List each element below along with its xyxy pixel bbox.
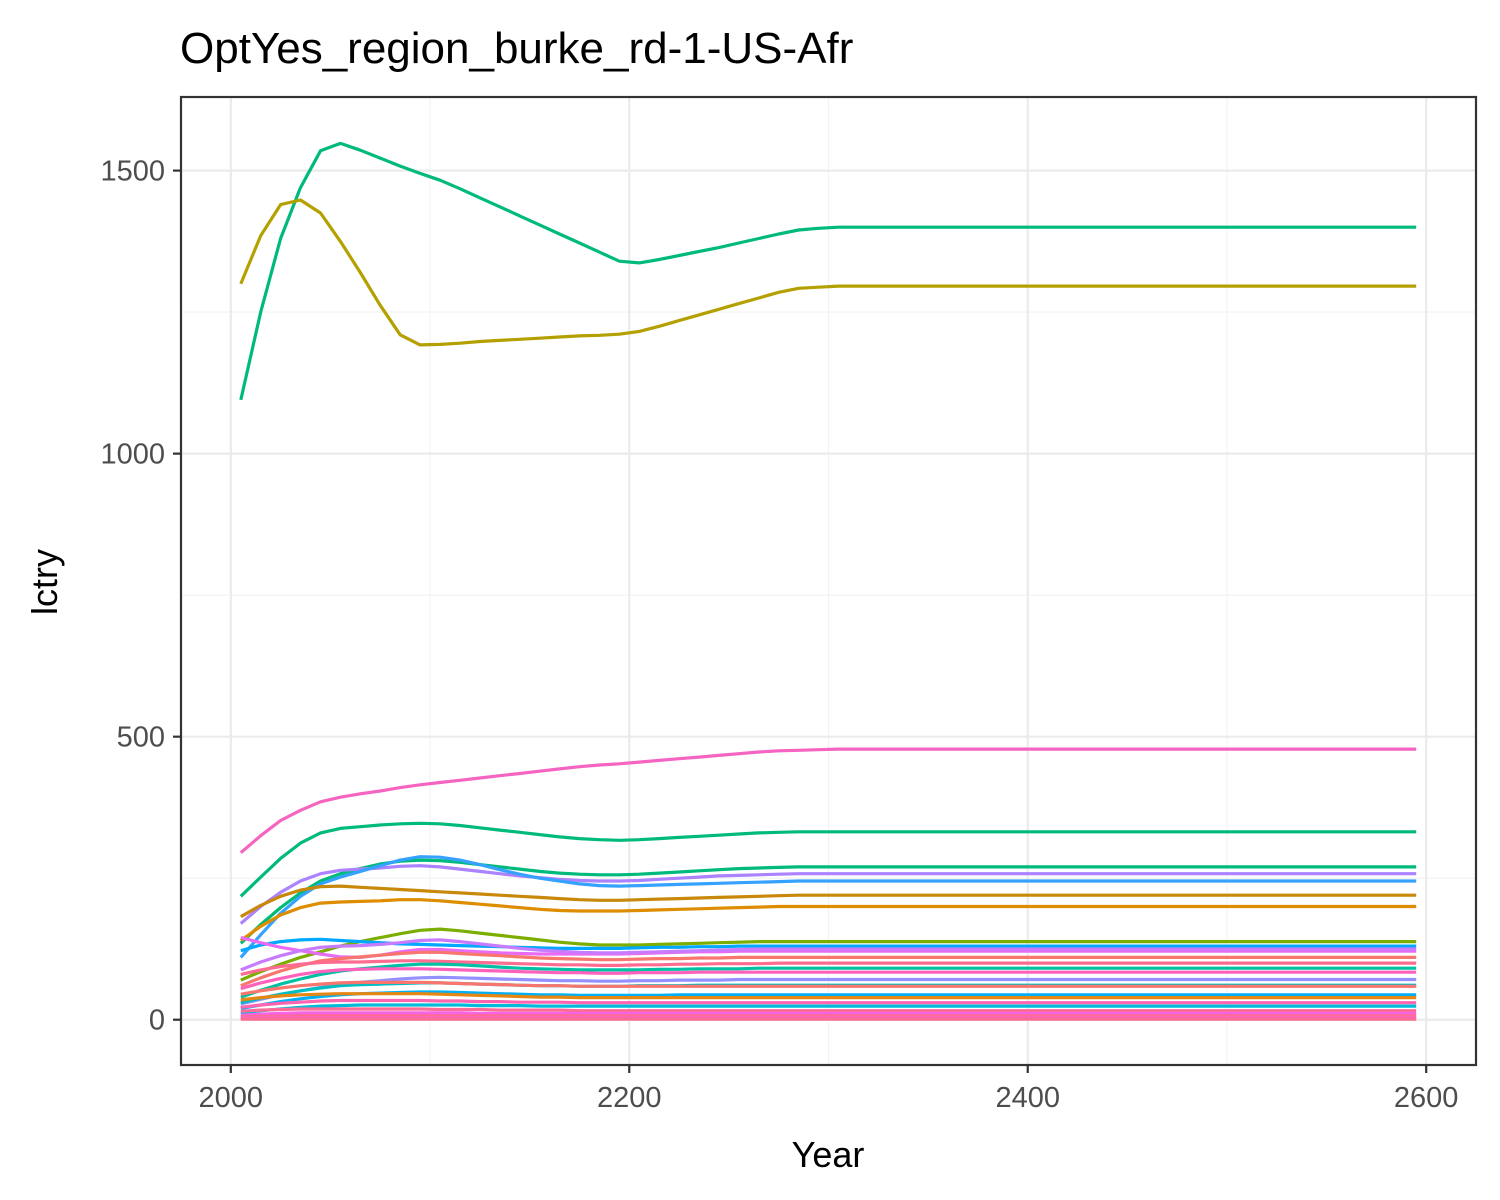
series-line-8 [240, 884, 1417, 919]
x-tick-label: 2600 [1394, 1082, 1459, 1114]
x-tick-label: 2200 [597, 1082, 662, 1114]
series-line-23 [240, 998, 1417, 1009]
series-line-4 [239, 821, 1417, 898]
series-line-2 [239, 198, 1417, 347]
series-line-9 [239, 898, 1417, 942]
series-line-17 [240, 967, 1417, 991]
series-line-26 [240, 1011, 1417, 1017]
series-line-22 [240, 992, 1417, 1002]
series-line-5 [239, 858, 1417, 945]
series-line-7 [239, 855, 1417, 959]
series-line-15 [240, 959, 1417, 976]
x-tick-label: 2000 [199, 1082, 264, 1114]
series-line-27 [240, 1014, 1417, 1019]
x-tick-label: 2400 [995, 1082, 1060, 1114]
y-tick-label: 1000 [100, 439, 165, 471]
series-line-13 [240, 938, 1417, 972]
series-line-24 [240, 1003, 1417, 1015]
series-lines [239, 141, 1417, 1021]
minor-gridlines [181, 97, 1476, 1065]
y-tick-label: 1500 [100, 156, 165, 188]
y-axis-ticks: 0 500 1000 1500 [100, 156, 181, 1037]
series-line-14 [240, 950, 1417, 988]
y-axis-title: lctry [24, 549, 65, 615]
y-tick-label: 0 [149, 1005, 165, 1037]
series-line-3 [239, 747, 1417, 854]
x-axis-ticks: 2000 2200 2400 2600 [199, 1065, 1459, 1114]
series-line-25 [240, 1007, 1417, 1013]
y-tick-label: 500 [117, 722, 165, 754]
series-line-20 [240, 980, 1417, 996]
series-line-1 [239, 141, 1417, 401]
x-axis-title: Year [792, 1134, 865, 1175]
panel-border [179, 95, 1478, 1067]
series-line-11 [240, 937, 1417, 953]
chart-title: OptYes_region_burke_rd-1-US-Afr [180, 24, 853, 73]
